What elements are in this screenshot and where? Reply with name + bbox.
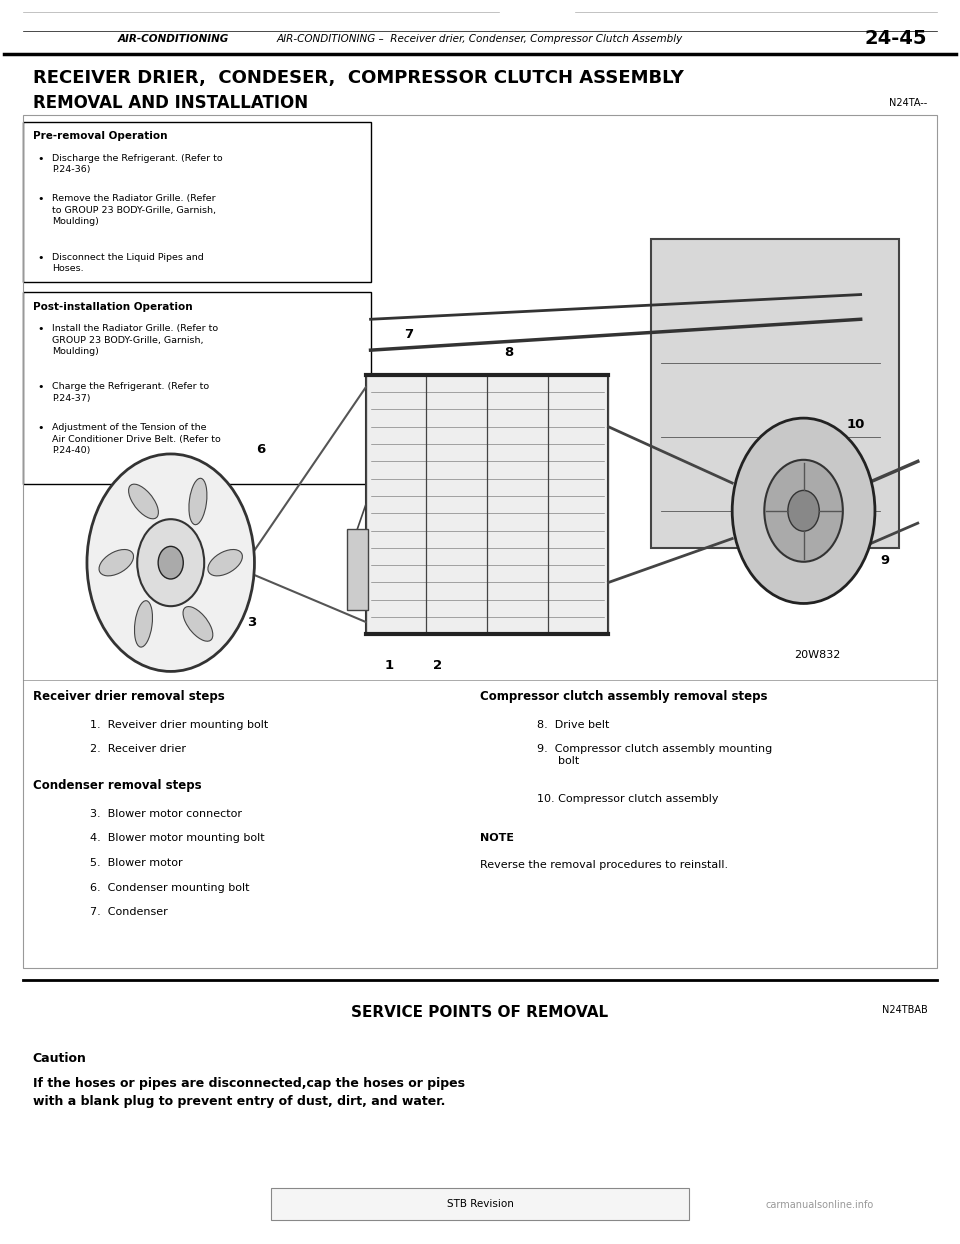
Bar <box>651 239 899 547</box>
Text: •: • <box>37 325 44 335</box>
Text: 8.  Drive belt: 8. Drive belt <box>537 719 610 730</box>
Text: carmanualsonline.info: carmanualsonline.info <box>765 1200 874 1210</box>
Text: 8: 8 <box>504 346 514 360</box>
Text: 5: 5 <box>142 593 152 606</box>
Text: 6: 6 <box>256 443 266 455</box>
Text: 5.  Blower motor: 5. Blower motor <box>90 858 182 868</box>
Text: 24-45: 24-45 <box>865 30 927 49</box>
Text: Compressor clutch assembly removal steps: Compressor clutch assembly removal steps <box>480 690 767 703</box>
Bar <box>23 122 371 282</box>
Text: RECEIVER DRIER,  CONDESER,  COMPRESSOR CLUTCH ASSEMBLY: RECEIVER DRIER, CONDESER, COMPRESSOR CLU… <box>33 70 684 87</box>
Text: SERVICE POINTS OF REMOVAL: SERVICE POINTS OF REMOVAL <box>351 1005 609 1020</box>
Text: N24TBAB: N24TBAB <box>881 1005 927 1015</box>
Text: If the hoses or pipes are disconnected,cap the hoses or pipes
with a blank plug : If the hoses or pipes are disconnected,c… <box>33 1077 465 1107</box>
Ellipse shape <box>208 550 242 576</box>
Text: Pre-removal Operation: Pre-removal Operation <box>33 132 167 142</box>
Text: Charge the Refrigerant. (Refer to
P.24-37): Charge the Refrigerant. (Refer to P.24-3… <box>52 382 209 403</box>
Text: •: • <box>37 423 44 433</box>
Bar <box>347 530 368 610</box>
Text: Discharge the Refrigerant. (Refer to
P.24-36): Discharge the Refrigerant. (Refer to P.2… <box>52 154 223 174</box>
Text: Post-installation Operation: Post-installation Operation <box>33 302 192 312</box>
Text: 10: 10 <box>847 418 865 430</box>
Text: 9.  Compressor clutch assembly mounting
      bolt: 9. Compressor clutch assembly mounting b… <box>537 744 773 766</box>
Text: Adjustment of the Tension of the
Air Conditioner Drive Belt. (Refer to
P.24-40): Adjustment of the Tension of the Air Con… <box>52 423 221 455</box>
Text: Disconnect the Liquid Pipes and
Hoses.: Disconnect the Liquid Pipes and Hoses. <box>52 253 204 272</box>
Text: N24TA--: N24TA-- <box>889 98 927 108</box>
Bar <box>366 374 609 634</box>
Text: •: • <box>37 194 44 204</box>
Text: 4.  Blower motor mounting bolt: 4. Blower motor mounting bolt <box>90 833 264 843</box>
Text: 20W832: 20W832 <box>794 651 840 661</box>
Circle shape <box>137 519 204 606</box>
Text: •: • <box>37 154 44 164</box>
Text: 1: 1 <box>385 659 395 672</box>
Text: Remove the Radiator Grille. (Refer
to GROUP 23 BODY-Grille, Garnish,
Moulding): Remove the Radiator Grille. (Refer to GR… <box>52 194 216 226</box>
Text: 3.  Blower motor connector: 3. Blower motor connector <box>90 809 242 819</box>
Ellipse shape <box>183 607 213 641</box>
Bar <box>23 292 371 484</box>
Text: Install the Radiator Grille. (Refer to
GROUP 23 BODY-Grille, Garnish,
Moulding): Install the Radiator Grille. (Refer to G… <box>52 325 218 356</box>
Text: STB Revision: STB Revision <box>446 1199 514 1209</box>
Circle shape <box>158 546 183 578</box>
Bar <box>271 1188 689 1220</box>
Text: Caution: Caution <box>33 1052 86 1065</box>
Text: 2.  Receiver drier: 2. Receiver drier <box>90 744 186 754</box>
Text: Reverse the removal procedures to reinstall.: Reverse the removal procedures to reinst… <box>480 861 728 871</box>
Text: 4: 4 <box>190 468 199 480</box>
Ellipse shape <box>99 550 133 576</box>
Text: •: • <box>37 382 44 392</box>
Text: 3: 3 <box>247 616 256 628</box>
Text: 6.  Condenser mounting bolt: 6. Condenser mounting bolt <box>90 883 250 893</box>
Text: NOTE: NOTE <box>480 833 514 843</box>
Circle shape <box>732 418 875 603</box>
Ellipse shape <box>134 601 153 647</box>
Text: 10. Compressor clutch assembly: 10. Compressor clutch assembly <box>537 794 719 804</box>
Ellipse shape <box>129 484 158 519</box>
Text: 9: 9 <box>880 554 889 567</box>
Text: 2: 2 <box>433 659 442 672</box>
Text: •: • <box>37 253 44 262</box>
Text: 7: 7 <box>404 327 413 341</box>
Text: 1.  Reveiver drier mounting bolt: 1. Reveiver drier mounting bolt <box>90 719 268 730</box>
Circle shape <box>788 490 819 531</box>
Bar <box>23 116 937 968</box>
Text: AIR-CONDITIONING: AIR-CONDITIONING <box>118 34 229 44</box>
Text: Condenser removal steps: Condenser removal steps <box>33 779 202 792</box>
Text: 7.  Condenser: 7. Condenser <box>90 907 168 917</box>
Circle shape <box>87 454 254 672</box>
Text: AIR-CONDITIONING –  Receiver drier, Condenser, Compressor Clutch Assembly: AIR-CONDITIONING – Receiver drier, Conde… <box>276 34 684 44</box>
Text: REMOVAL AND INSTALLATION: REMOVAL AND INSTALLATION <box>33 95 308 112</box>
Text: Receiver drier removal steps: Receiver drier removal steps <box>33 690 225 703</box>
Ellipse shape <box>189 478 207 525</box>
Circle shape <box>764 460 843 562</box>
